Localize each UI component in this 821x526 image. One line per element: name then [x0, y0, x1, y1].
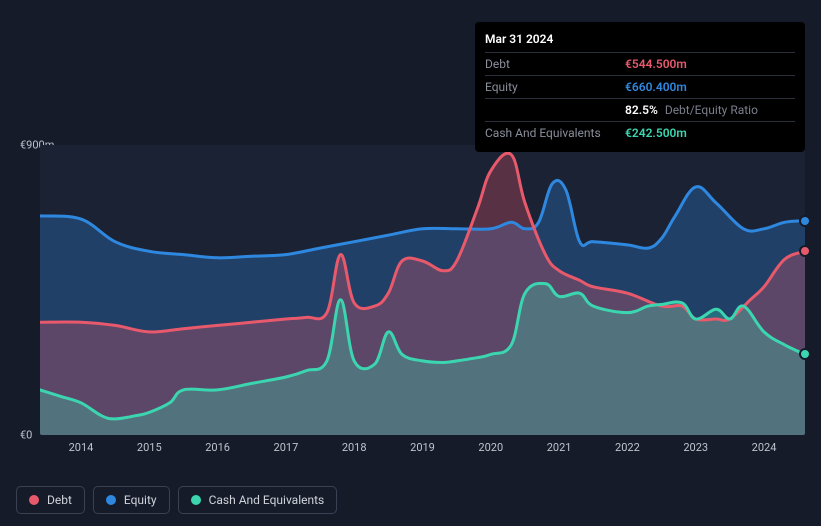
legend-item[interactable]: Debt: [16, 486, 85, 514]
series-end-marker: [799, 245, 811, 257]
tooltip-label: Cash And Equivalents: [485, 126, 625, 140]
legend-label: Equity: [124, 493, 157, 507]
series-end-marker: [799, 215, 811, 227]
x-axis-label: 2014: [69, 441, 94, 454]
tooltip-label: Debt: [485, 57, 625, 71]
tooltip-label: [485, 103, 625, 117]
series-end-marker: [799, 348, 811, 360]
x-axis: 2014 2015 2016 2017 2018 2019 2020 2021 2022 2023…: [40, 441, 805, 461]
x-axis-label: 2015: [137, 441, 162, 454]
tooltip-label: Equity: [485, 80, 625, 94]
tooltip-row: 82.5% Debt/Equity Ratio: [485, 98, 795, 121]
x-axis-label: 2021: [547, 441, 572, 454]
chart-tooltip: Mar 31 2024 Debt€544.500mEquity€660.400m…: [475, 22, 805, 152]
x-axis-label: 2022: [615, 441, 640, 454]
legend-label: Cash And Equivalents: [209, 493, 325, 507]
tooltip-value: €242.500m: [625, 126, 687, 140]
tooltip-value: €544.500m: [625, 57, 687, 71]
tooltip-row: Debt€544.500m: [485, 52, 795, 75]
chart-container: €900m€0 20142015201620172018201920202021…: [16, 125, 805, 485]
legend-dot-icon: [29, 495, 39, 505]
chart-legend: Debt Equity Cash And Equivalents: [16, 486, 337, 514]
legend-item[interactable]: Equity: [93, 486, 170, 514]
tooltip-date: Mar 31 2024: [485, 30, 795, 52]
x-axis-label: 2024: [752, 441, 777, 454]
legend-dot-icon: [191, 495, 201, 505]
tooltip-value: 82.5% Debt/Equity Ratio: [625, 103, 758, 117]
chart-plot-area[interactable]: [40, 145, 805, 435]
x-axis-label: 2017: [274, 441, 299, 454]
x-axis-label: 2023: [683, 441, 708, 454]
tooltip-row: Equity€660.400m: [485, 75, 795, 98]
x-axis-label: 2019: [410, 441, 435, 454]
tooltip-row: Cash And Equivalents€242.500m: [485, 121, 795, 144]
x-axis-label: 2016: [205, 441, 230, 454]
y-axis-label: €0: [20, 429, 32, 442]
x-axis-label: 2018: [342, 441, 367, 454]
legend-item[interactable]: Cash And Equivalents: [178, 486, 338, 514]
tooltip-value: €660.400m: [625, 80, 687, 94]
tooltip-extra: Debt/Equity Ratio: [662, 103, 758, 117]
x-axis-label: 2020: [478, 441, 503, 454]
legend-label: Debt: [47, 493, 72, 507]
legend-dot-icon: [106, 495, 116, 505]
